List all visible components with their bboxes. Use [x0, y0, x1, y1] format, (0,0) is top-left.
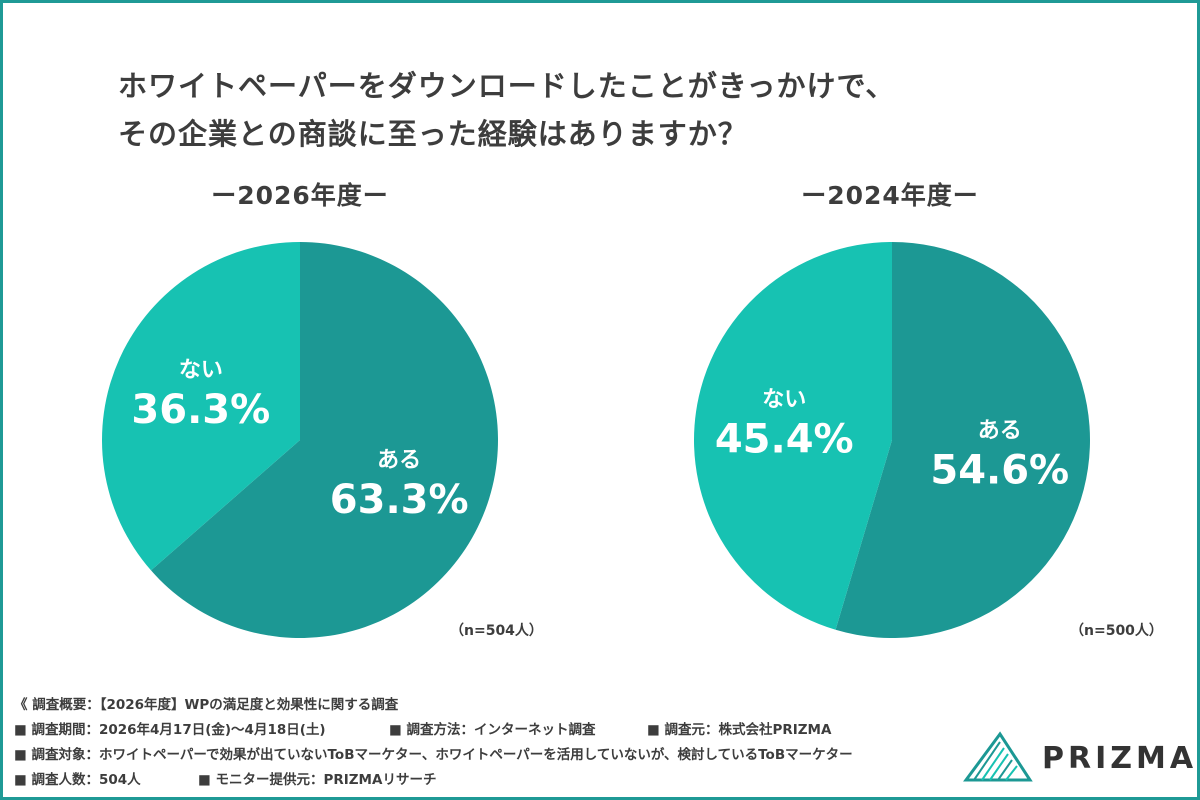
pie-slice-label-1-0: ある [978, 419, 1022, 444]
sample-size-2026: （n=504人） [450, 623, 543, 639]
chart-title-2024: ー2024年度ー [801, 181, 979, 210]
note-period: ■ 調査期間：2026年4月17日(金)〜4月18日(土) [14, 722, 326, 738]
chart-title-2026: ー2026年度ー [211, 181, 389, 210]
prizma-logo-text: PRIZMA [1042, 741, 1198, 776]
pie-slice-label-0-1: ない [179, 358, 223, 383]
pie-slice-value-0-0: 63.3% [330, 477, 469, 523]
pie-slice-0-1 [101, 242, 300, 571]
pie-slice-label-0-0: ある [377, 448, 421, 473]
title-line-2: その企業との商談に至った経験はありますか？ [118, 117, 748, 151]
question-title: ホワイトペーパーをダウンロードしたことがきっかけで、 その企業との商談に至った経… [118, 62, 1018, 158]
pie-slice-1-0 [835, 242, 1091, 638]
note-source: ■ 調査元：株式会社PRIZMA [647, 722, 832, 738]
sample-size-2024: （n=500人） [1070, 623, 1163, 639]
pie-slice-value-1-0: 54.6% [930, 448, 1069, 494]
survey-notes: 《 調査概要：【2026年度】WPの満足度と効果性に関する調査 ■ 調査期間：2… [14, 693, 853, 793]
note-overview: 《 調査概要：【2026年度】WPの満足度と効果性に関する調査 [14, 697, 399, 713]
pie-charts: ある 63.3% ない 36.3% ある 54.6% ない 45.4% [101, 242, 1091, 638]
pie-slice-1-1 [694, 242, 892, 630]
prism-icon [963, 731, 1033, 782]
pie-slice-value-0-1: 36.3% [131, 387, 270, 433]
note-count: ■ 調査人数：504人 [14, 772, 141, 788]
note-method: ■ 調査方法：インターネット調査 [389, 722, 596, 738]
pie-slice-value-1-1: 45.4% [715, 416, 854, 462]
pie-slice-label-1-1: ない [762, 387, 806, 412]
title-line-1: ホワイトペーパーをダウンロードしたことがきっかけで、 [118, 69, 896, 103]
prizma-logo-mark [963, 731, 1033, 782]
note-monitor: ■ モニター提供元：PRIZMAリサーチ [198, 772, 437, 788]
note-target: ■ 調査対象：ホワイトペーパーで効果が出ていないToBマーケター、ホワイトペーパ… [14, 747, 853, 763]
pie-slice-0-0 [151, 242, 499, 638]
